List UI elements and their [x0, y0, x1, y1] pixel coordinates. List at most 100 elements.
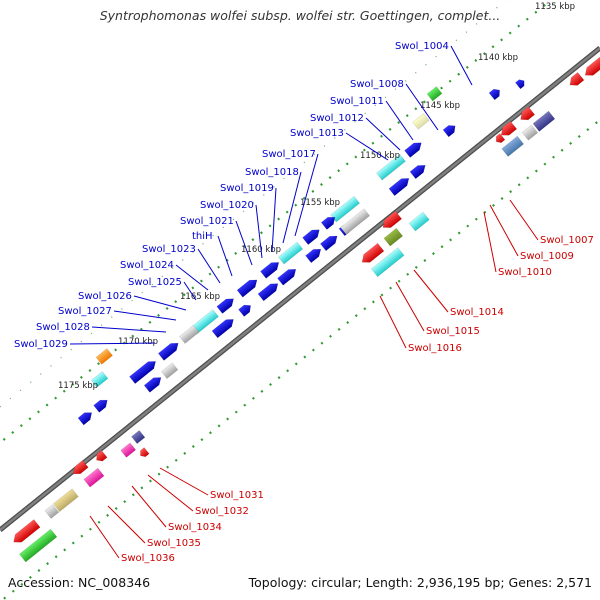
reverse-label-leader — [147, 474, 194, 512]
forward-label-leader — [271, 187, 277, 253]
gene-feature — [216, 298, 234, 314]
gene-block — [83, 467, 105, 488]
reverse-gene-label: Swol_1007 — [540, 235, 594, 246]
gene-feature — [302, 229, 320, 245]
forward-gene-label: Swol_1023 — [142, 244, 196, 255]
forward-label-leader — [450, 45, 473, 86]
forward-label-leader — [69, 342, 156, 345]
gene-feature — [140, 447, 150, 458]
gene-block — [340, 208, 371, 235]
gene-block — [140, 447, 150, 458]
gene-block — [216, 298, 234, 314]
forward-gene-label: Swol_1025 — [128, 277, 182, 288]
gene-feature — [320, 217, 336, 230]
gene-block — [277, 268, 297, 286]
gene-feature — [500, 120, 518, 136]
gene-feature — [131, 429, 146, 444]
scale-tick-label: 1155 kbp — [300, 198, 340, 208]
gene-block — [93, 399, 108, 413]
gene-feature — [488, 88, 500, 101]
gene-feature — [19, 528, 58, 563]
gene-feature — [442, 125, 456, 138]
gene-block — [370, 247, 405, 278]
reverse-gene-label: Swol_1035 — [147, 538, 201, 549]
gene-feature — [495, 133, 506, 144]
gene-block — [53, 488, 79, 512]
forward-label-leader — [175, 264, 209, 291]
gene-feature — [53, 488, 79, 512]
gene-feature — [83, 467, 105, 488]
forward-label-leader — [385, 100, 414, 141]
forward-label-leader — [197, 248, 221, 284]
gene-feature — [120, 442, 137, 458]
forward-gene-label: Swol_1008 — [350, 79, 404, 90]
gene-block — [72, 460, 89, 475]
gene-feature — [361, 242, 385, 263]
scale-tick-label: 1135 kbp — [535, 2, 575, 12]
scale-tick-label: 1140 kbp — [478, 53, 518, 63]
reverse-label-leader — [159, 467, 209, 496]
gene-feature — [277, 268, 297, 286]
gene-feature — [376, 153, 406, 181]
forward-label-leader — [345, 132, 389, 161]
reverse-gene-label: Swol_1034 — [168, 522, 222, 533]
gene-block — [44, 504, 60, 519]
gene-feature — [238, 304, 251, 317]
reverse-gene-label: Swol_1010 — [498, 267, 552, 278]
backbone-highlight — [0, 47, 600, 531]
gene-block — [302, 229, 320, 245]
gene-feature — [501, 135, 525, 157]
scale-tick-label: 1170 kbp — [118, 337, 158, 347]
forward-label-leader — [113, 310, 177, 321]
gene-block — [320, 217, 336, 230]
gene-feature — [382, 210, 403, 228]
forward-label-leader — [91, 326, 167, 333]
gene-feature — [278, 241, 304, 265]
gene-block — [388, 178, 410, 197]
gene-block — [160, 362, 179, 379]
gene-block — [383, 227, 403, 247]
gene-block — [376, 153, 406, 181]
gene-feature — [157, 342, 179, 361]
reverse-label-leader — [483, 211, 497, 273]
gene-block — [236, 279, 258, 298]
accession-text: Accession: NC_008346 — [8, 575, 151, 590]
gene-block — [131, 429, 146, 444]
gene-feature — [320, 235, 338, 252]
gene-block — [569, 71, 585, 86]
reverse-label-leader — [413, 269, 449, 313]
scale-track — [0, 0, 508, 408]
forward-gene-label: Swol_1017 — [262, 149, 316, 160]
gene-feature — [305, 248, 322, 264]
forward-gene-label: Swol_1018 — [245, 167, 299, 178]
forward-gene-label: thiH — [192, 231, 213, 242]
gene-block — [95, 348, 113, 365]
reverse-gene-label: Swol_1015 — [426, 326, 480, 337]
gene-block — [442, 125, 456, 138]
forward-gene-label: Swol_1020 — [200, 200, 254, 211]
gene-feature — [260, 262, 280, 279]
gene-block — [305, 248, 322, 264]
forward-gene-label: Swol_1027 — [58, 306, 112, 317]
gene-block — [501, 135, 525, 157]
forward-label-leader — [133, 295, 187, 311]
gene-block — [157, 342, 179, 361]
forward-label-leader — [217, 235, 233, 277]
forward-gene-label: Swol_1026 — [78, 291, 132, 302]
forward-gene-label: Swol_1013 — [290, 128, 344, 139]
gene-feature — [388, 178, 410, 197]
scale-tick-label: 1175 kbp — [58, 381, 98, 391]
reverse-gene-label: Swol_1014 — [450, 307, 504, 318]
gene-block — [409, 164, 426, 180]
gene-feature — [412, 113, 430, 130]
reverse-gene-label: Swol_1009 — [520, 251, 574, 262]
forward-gene-label: Swol_1024 — [120, 260, 174, 271]
gene-block — [179, 324, 200, 344]
gene-feature — [160, 362, 179, 379]
map-title: Syntrophomonas wolfei subsp. wolfei str.… — [99, 8, 501, 23]
topology-summary: Topology: circular; Length: 2,936,195 bp… — [248, 575, 592, 590]
forward-label-leader — [255, 204, 263, 259]
gene-block — [120, 442, 137, 458]
